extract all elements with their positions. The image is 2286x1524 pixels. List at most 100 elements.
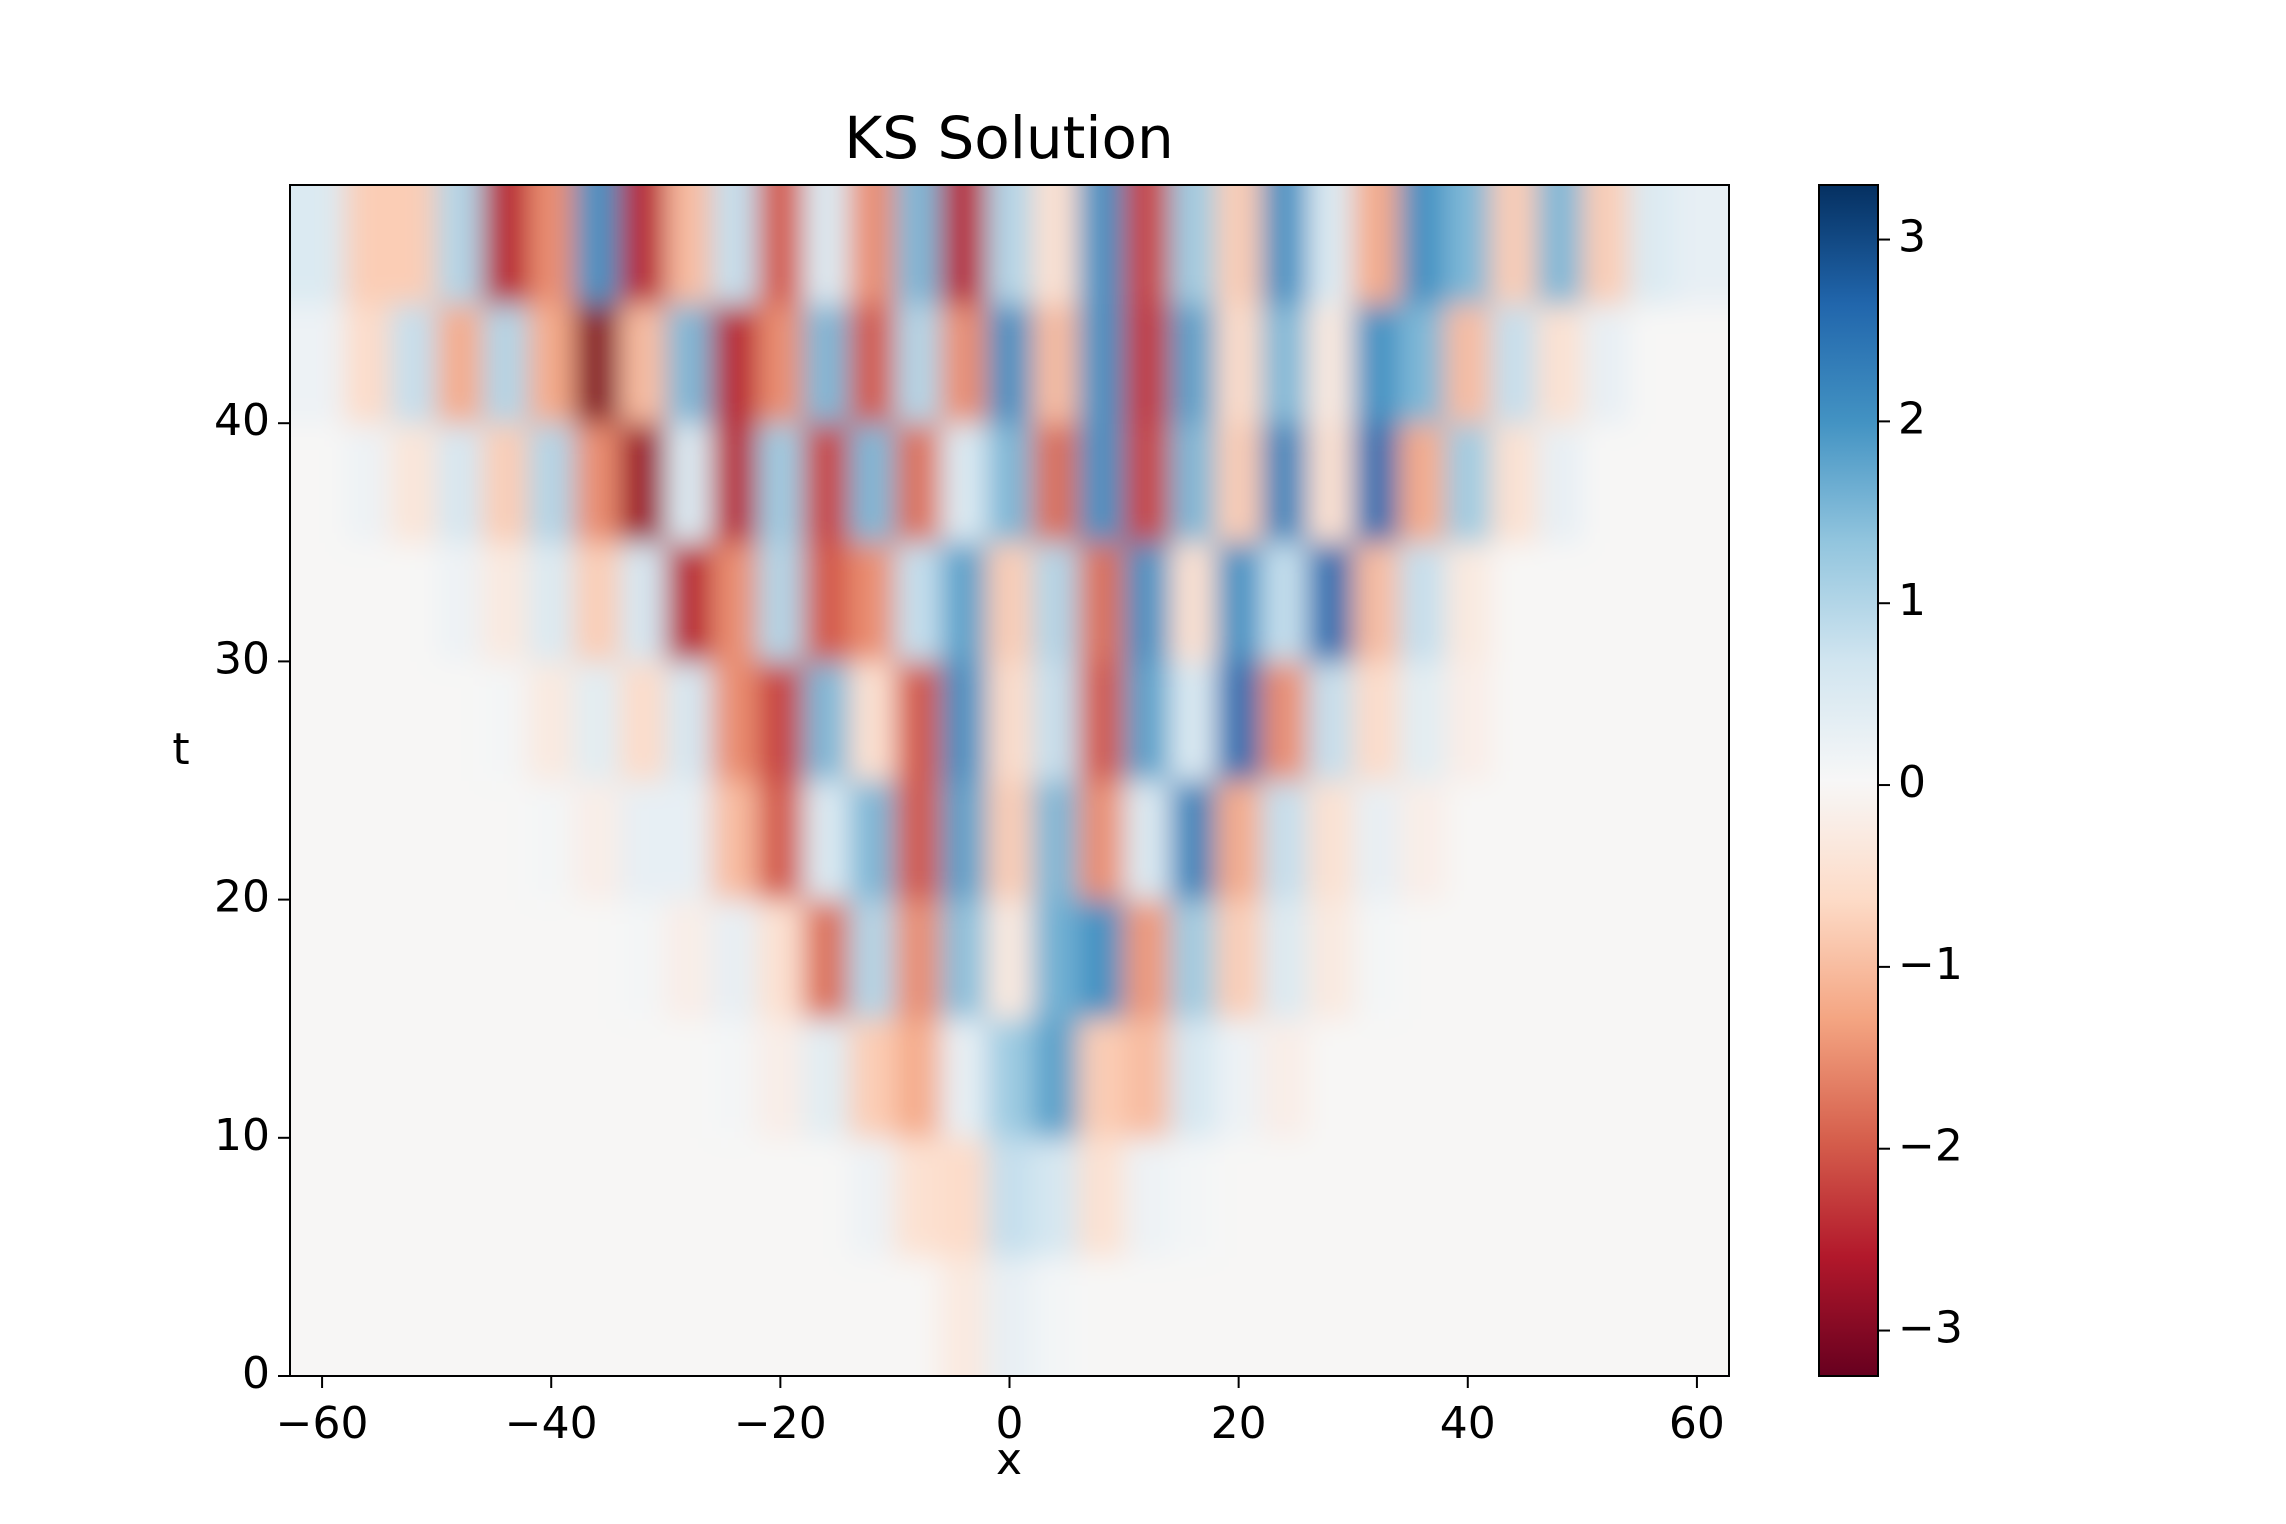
heatmap-cell: [1536, 661, 1583, 781]
heatmap-cell: [1536, 304, 1583, 424]
heatmap-cell: [436, 423, 483, 543]
heatmap-cell: [1169, 1137, 1217, 1258]
heatmap-cell: [1078, 780, 1125, 901]
heatmap-cell: [894, 423, 942, 543]
heatmap-cell: [619, 423, 667, 543]
colorbar-tick-label: 2: [1898, 393, 1926, 444]
heatmap-cell: [1078, 542, 1125, 662]
heatmap-cell: [940, 542, 988, 662]
heatmap-cell: [1353, 1018, 1400, 1139]
heatmap-cell: [1261, 1018, 1308, 1139]
heatmap-cell: [1307, 185, 1354, 305]
heatmap-cell: [1078, 661, 1125, 781]
heatmap-cell: [1628, 780, 1675, 901]
heatmap-cell: [344, 542, 392, 662]
heatmap-cell: [1490, 1137, 1538, 1258]
heatmap-cell: [1582, 185, 1629, 305]
heatmap-cell: [1078, 899, 1125, 1020]
heatmap-cell: [803, 1018, 850, 1139]
heatmap-cell: [1307, 423, 1354, 543]
heatmap-cell: [1261, 661, 1308, 781]
heatmap-cell: [986, 304, 1033, 424]
heatmap-cell: [344, 1137, 392, 1258]
heatmap-cell: [711, 780, 758, 901]
colorbar-tick-label: 1: [1898, 575, 1926, 626]
heatmap-cell: [1307, 542, 1354, 662]
heatmap-cell: [1169, 304, 1217, 424]
heatmap-cell: [1399, 899, 1446, 1020]
heatmap-cell: [1032, 542, 1079, 662]
heatmap-cell: [1124, 423, 1171, 543]
heatmap: [290, 185, 1729, 1376]
heatmap-cell: [1490, 185, 1538, 305]
colorbar-tick-label: −2: [1898, 1121, 1963, 1172]
colorbar: [1818, 184, 1879, 1377]
heatmap-cell: [574, 1137, 621, 1258]
heatmap-cell: [390, 185, 438, 305]
heatmap-cell: [574, 899, 621, 1020]
heatmap-cell: [711, 304, 758, 424]
heatmap-cell: [528, 1137, 575, 1258]
heatmap-cell: [1124, 542, 1171, 662]
heatmap-cell: [1032, 185, 1079, 305]
heatmap-cell: [1582, 1018, 1629, 1139]
heatmap-cell: [665, 1256, 713, 1376]
heatmap-cell: [619, 542, 667, 662]
heatmap-cell: [757, 1256, 804, 1376]
heatmap-cell: [757, 899, 804, 1020]
heatmap-cell: [894, 304, 942, 424]
heatmap-cell: [1307, 1018, 1354, 1139]
heatmap-cell: [1353, 661, 1400, 781]
heatmap-cell: [1674, 304, 1729, 424]
x-tick-label: −60: [276, 1398, 369, 1449]
heatmap-cell: [482, 1137, 529, 1258]
heatmap-cell: [290, 304, 346, 424]
heatmap-cell: [1490, 661, 1538, 781]
colorbar-tick-label: −1: [1898, 939, 1963, 990]
heatmap-cell: [1261, 899, 1308, 1020]
heatmap-cell: [436, 1018, 483, 1139]
heatmap-cell: [1444, 423, 1492, 543]
heatmap-cell: [1169, 542, 1217, 662]
heatmap-cell: [1124, 899, 1171, 1020]
heatmap-cell: [1353, 899, 1400, 1020]
heatmap-cell: [665, 1137, 713, 1258]
heatmap-cell: [1169, 661, 1217, 781]
heatmap-cell: [1399, 423, 1446, 543]
heatmap-cell: [1032, 1256, 1079, 1376]
heatmap-cell: [1078, 1018, 1125, 1139]
heatmap-cell: [1353, 542, 1400, 662]
heatmap-cell: [1215, 542, 1263, 662]
heatmap-cell: [1307, 1256, 1354, 1376]
heatmap-cell: [1169, 1256, 1217, 1376]
heatmap-cell: [1490, 899, 1538, 1020]
heatmap-cell: [1490, 780, 1538, 901]
heatmap-cell: [803, 1256, 850, 1376]
heatmap-cell: [665, 899, 713, 1020]
heatmap-cell: [1215, 899, 1263, 1020]
heatmap-cell: [436, 780, 483, 901]
heatmap-cell: [574, 1018, 621, 1139]
heatmap-cell: [986, 1256, 1033, 1376]
heatmap-cell: [803, 304, 850, 424]
heatmap-cell: [1124, 304, 1171, 424]
heatmap-cell: [1628, 661, 1675, 781]
heatmap-cell: [390, 1256, 438, 1376]
heatmap-cell: [940, 780, 988, 901]
heatmap-cell: [1215, 780, 1263, 901]
heatmap-cell: [1124, 661, 1171, 781]
heatmap-cell: [1536, 1137, 1583, 1258]
heatmap-cell: [1215, 1018, 1263, 1139]
heatmap-cell: [665, 304, 713, 424]
heatmap-cell: [482, 423, 529, 543]
x-tick-label: 20: [1211, 1398, 1267, 1449]
heatmap-cell: [849, 423, 896, 543]
heatmap-cell: [894, 1137, 942, 1258]
heatmap-cell: [894, 1256, 942, 1376]
heatmap-cell: [290, 1018, 346, 1139]
heatmap-cell: [528, 304, 575, 424]
heatmap-cell: [344, 661, 392, 781]
heatmap-cell: [1399, 661, 1446, 781]
heatmap-cell: [986, 185, 1033, 305]
heatmap-cell: [1078, 1256, 1125, 1376]
